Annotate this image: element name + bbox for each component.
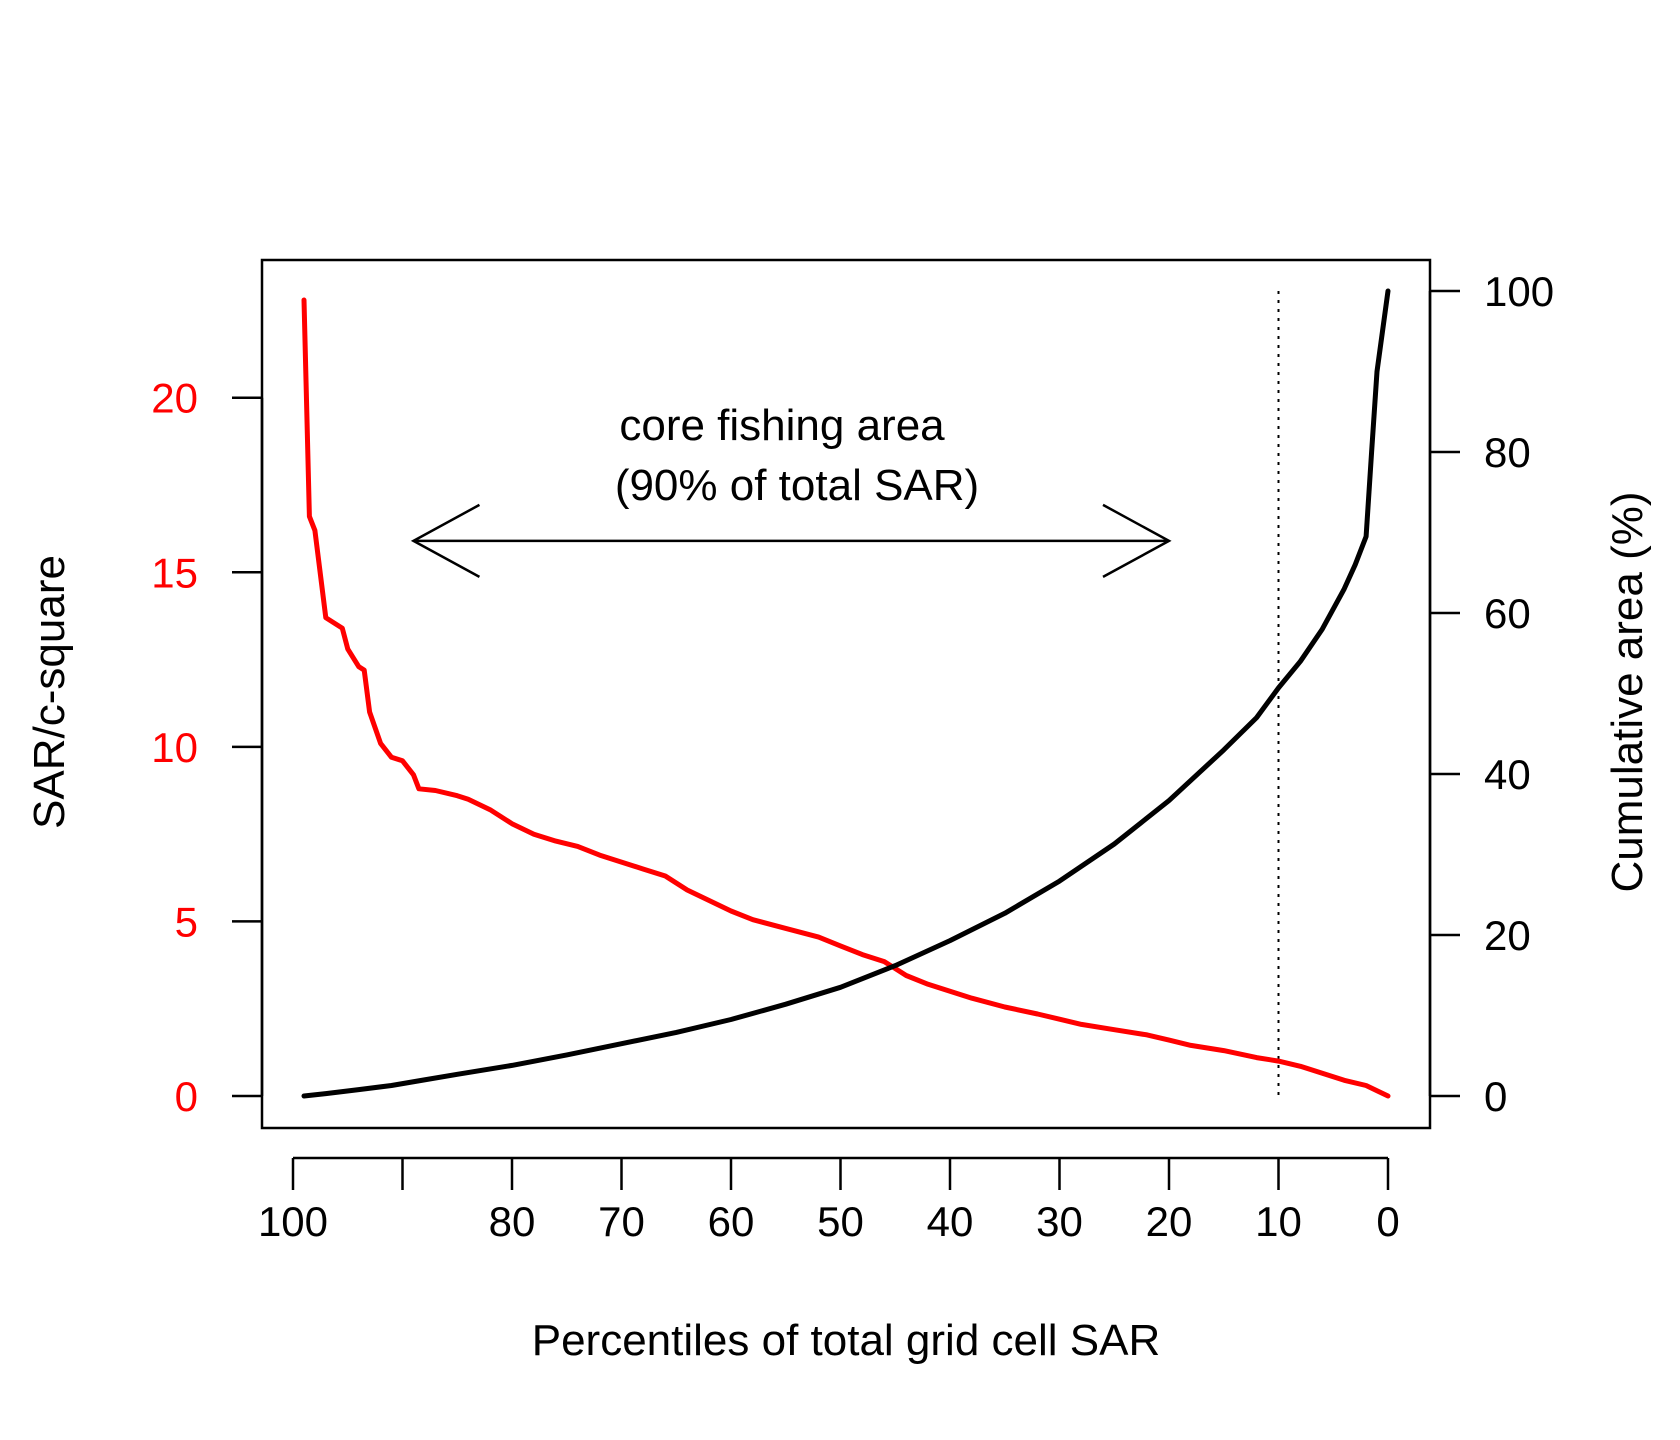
annotation-arrow-head-right <box>1102 503 1172 578</box>
y-left-axis: 0 5 10 15 20 <box>151 375 264 1120</box>
annotation-line-2: (90% of total SAR) <box>615 461 979 510</box>
y-right-axis: 0 20 40 60 80 100 <box>1428 268 1554 1120</box>
sar-per-csquare-line <box>301 297 1391 1099</box>
annotation-arrow-head-left <box>410 503 481 578</box>
x-axis-title: Percentiles of total grid cell SAR <box>532 1316 1161 1365</box>
y-right-tick-label: 20 <box>1484 912 1531 959</box>
x-tick-label: 30 <box>1036 1198 1083 1245</box>
x-tick-label: 80 <box>489 1198 536 1245</box>
y-left-axis-title: SAR/c-square <box>25 555 74 829</box>
y-right-tick-label: 100 <box>1484 268 1554 315</box>
y-right-tick-label: 0 <box>1484 1073 1507 1120</box>
y-right-tick-label: 80 <box>1484 429 1531 476</box>
x-axis: 100 80 70 60 50 40 30 20 10 0 <box>258 1156 1400 1245</box>
annotation-line-1: core fishing area <box>619 401 945 450</box>
annotation: core fishing area (90% of total SAR) <box>410 401 1172 578</box>
y-right-tick-label: 60 <box>1484 590 1531 637</box>
y-left-tick-label: 5 <box>175 898 198 945</box>
x-tick-label: 70 <box>598 1198 645 1245</box>
y-left-tick-label: 10 <box>151 724 198 771</box>
series-layer <box>301 288 1391 1099</box>
y-left-tick-label: 20 <box>151 375 198 422</box>
y-left-tick-label: 15 <box>151 549 198 596</box>
plot-box <box>260 258 1432 1130</box>
x-tick-label: 50 <box>817 1198 864 1245</box>
x-tick-label: 10 <box>1255 1198 1302 1245</box>
y-left-tick-label: 0 <box>175 1073 198 1120</box>
y-right-axis-title: Cumulative area (%) <box>1603 491 1652 892</box>
y-right-tick-label: 40 <box>1484 751 1531 798</box>
x-tick-label: 100 <box>258 1198 328 1245</box>
x-tick-label: 0 <box>1376 1198 1399 1245</box>
cumulative-area-line <box>301 288 1391 1099</box>
x-tick-label: 40 <box>927 1198 974 1245</box>
x-tick-label: 60 <box>708 1198 755 1245</box>
x-tick-label: 20 <box>1146 1198 1193 1245</box>
